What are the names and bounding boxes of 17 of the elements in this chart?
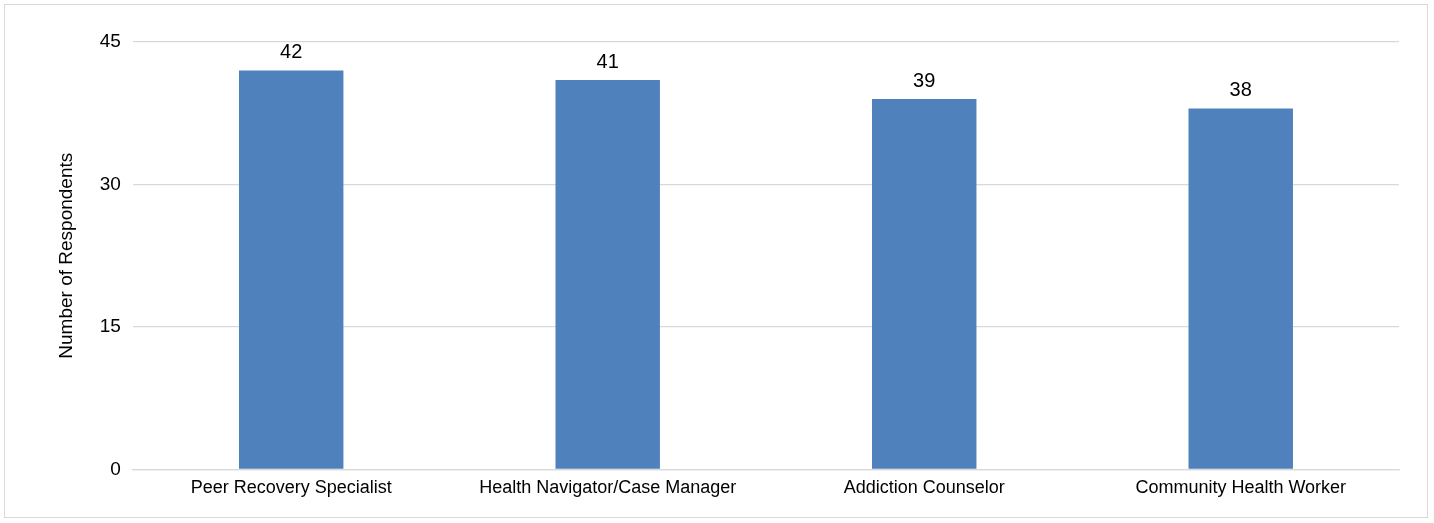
y-tick-label: 30 bbox=[99, 172, 121, 194]
data-label: 39 bbox=[913, 68, 936, 91]
data-label: 41 bbox=[596, 49, 619, 72]
y-axis-title: Number of Respondents bbox=[54, 152, 76, 359]
x-tick-label: Community Health Worker bbox=[1135, 477, 1347, 498]
y-tick-label: 0 bbox=[110, 457, 121, 479]
bar bbox=[555, 79, 660, 469]
bar bbox=[1188, 108, 1293, 469]
x-tick-label: Addiction Counselor bbox=[843, 477, 1005, 498]
data-label: 38 bbox=[1229, 78, 1252, 100]
data-label: 42 bbox=[280, 40, 303, 63]
y-tick-label: 45 bbox=[99, 30, 121, 52]
x-tick-label: Peer Recovery Specialist bbox=[190, 477, 392, 498]
x-tick-label: Health Navigator/Case Manager bbox=[479, 477, 737, 498]
bar bbox=[872, 98, 977, 469]
y-tick-label: 15 bbox=[99, 315, 121, 337]
bar bbox=[238, 70, 344, 469]
